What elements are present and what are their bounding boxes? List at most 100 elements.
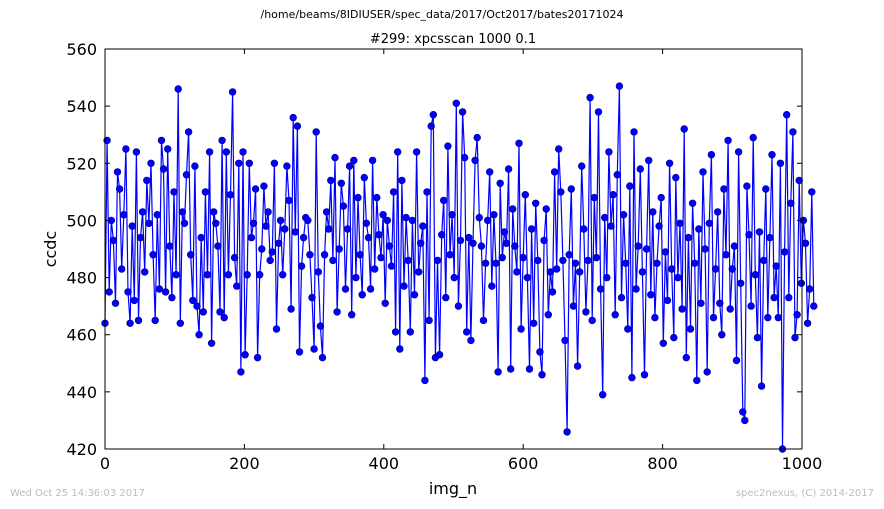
- data-point: [695, 225, 703, 233]
- x-tick-label: 0: [100, 454, 110, 473]
- data-point: [172, 271, 180, 279]
- data-point: [563, 428, 571, 436]
- data-point: [391, 328, 400, 336]
- data-point: [793, 311, 801, 319]
- data-point: [716, 299, 724, 307]
- data-point: [176, 319, 185, 327]
- plot-frame: [104, 48, 803, 450]
- data-point: [134, 316, 143, 325]
- data-point: [243, 271, 251, 279]
- data-point: [408, 216, 417, 225]
- data-point: [423, 188, 431, 196]
- data-point: [415, 268, 423, 276]
- data-point: [481, 259, 490, 267]
- y-axis-label: ccdc: [41, 231, 60, 268]
- data-point: [768, 151, 776, 159]
- data-point: [105, 288, 113, 296]
- data-point: [586, 93, 594, 102]
- data-point: [632, 285, 640, 293]
- data-point: [509, 205, 517, 213]
- data-point: [538, 371, 546, 379]
- data-point: [138, 208, 147, 216]
- data-point: [333, 308, 341, 316]
- data-point: [312, 128, 320, 136]
- data-point: [661, 248, 670, 256]
- data-point: [611, 311, 619, 319]
- data-point: [515, 139, 523, 148]
- data-point: [187, 251, 195, 259]
- data-point: [241, 351, 249, 359]
- data-point: [375, 231, 383, 239]
- data-point: [299, 233, 308, 242]
- x-tick-label: 400: [369, 454, 400, 473]
- data-point: [584, 256, 592, 265]
- data-point: [600, 213, 609, 222]
- data-point: [705, 219, 713, 228]
- data-point: [743, 182, 751, 190]
- data-point: [571, 259, 580, 267]
- data-point: [253, 353, 262, 362]
- data-point: [529, 319, 538, 327]
- data-point: [734, 148, 743, 156]
- data-point: [467, 336, 475, 345]
- data-point: [274, 239, 283, 248]
- data-point: [647, 291, 655, 299]
- data-point: [387, 262, 396, 270]
- data-point: [440, 196, 448, 205]
- data-point: [644, 156, 653, 165]
- y-tick-label: 480: [66, 269, 97, 288]
- data-point: [291, 228, 299, 236]
- data-point: [619, 211, 628, 219]
- data-point: [180, 219, 189, 228]
- data-point: [304, 216, 312, 225]
- series-line: [104, 86, 815, 450]
- data-point: [684, 233, 693, 242]
- data-point: [159, 165, 168, 173]
- data-point: [149, 251, 157, 259]
- data-point: [801, 239, 810, 248]
- data-point: [797, 279, 805, 287]
- data-point: [540, 236, 548, 245]
- data-point: [651, 313, 659, 322]
- data-point: [264, 208, 272, 216]
- data-point: [132, 148, 141, 156]
- data-point: [335, 245, 343, 253]
- data-point: [500, 228, 509, 236]
- data-point: [554, 145, 563, 153]
- data-point: [536, 348, 544, 356]
- data-point: [670, 333, 678, 342]
- data-point: [212, 219, 220, 228]
- data-point: [667, 265, 676, 273]
- data-point: [260, 182, 268, 190]
- data-point: [590, 193, 598, 202]
- data-point: [759, 256, 768, 265]
- data-point: [446, 251, 454, 259]
- data-point: [736, 279, 745, 287]
- data-point: [479, 316, 488, 325]
- data-point: [688, 199, 697, 208]
- data-point: [218, 136, 226, 145]
- y-tick-label: 420: [66, 440, 97, 459]
- data-point: [178, 208, 187, 216]
- data-point: [544, 311, 552, 319]
- data-point: [697, 299, 705, 307]
- data-point: [281, 225, 289, 233]
- data-point: [161, 288, 170, 296]
- data-point: [266, 256, 274, 265]
- data-point: [456, 236, 465, 245]
- data-point: [394, 148, 402, 156]
- data-point: [325, 225, 333, 233]
- x-tick-label: 800: [647, 454, 678, 473]
- data-point: [396, 345, 404, 353]
- data-point: [492, 259, 500, 267]
- data-point: [517, 325, 525, 333]
- data-point: [115, 185, 124, 193]
- data-point: [276, 216, 285, 225]
- data-point: [143, 176, 151, 185]
- data-point: [488, 282, 496, 290]
- data-point: [435, 351, 444, 359]
- y-tick-label: 520: [66, 154, 97, 173]
- y-tick-label: 500: [66, 211, 97, 230]
- data-point: [575, 268, 584, 276]
- data-point: [293, 122, 302, 130]
